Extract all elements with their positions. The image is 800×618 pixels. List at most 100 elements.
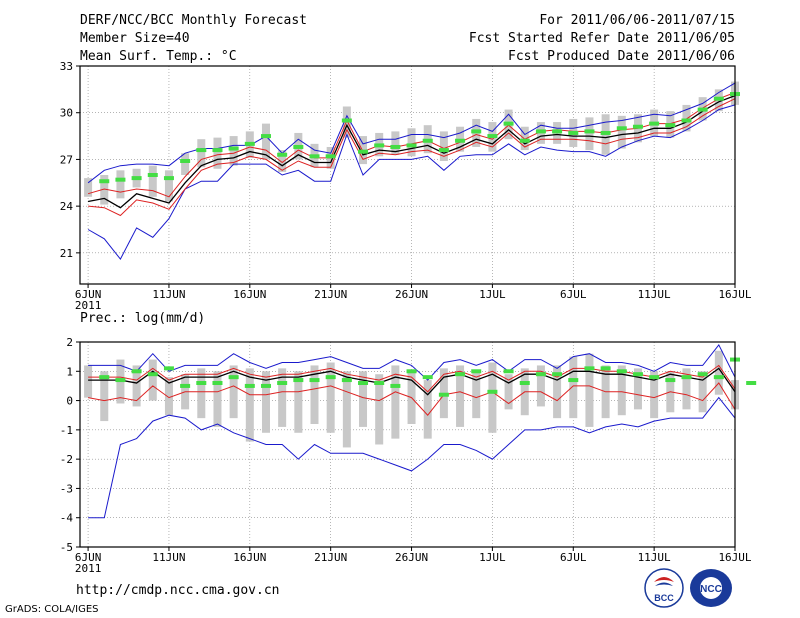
temp-green-marker <box>649 121 660 126</box>
temp-green-marker <box>196 148 207 153</box>
prec-green-marker <box>309 378 320 383</box>
temp-spread-bar <box>391 131 400 155</box>
prec-green-marker <box>406 369 417 374</box>
prec-xtick-label: 11JUN <box>152 551 185 564</box>
temp-xtick-label: 26JUN <box>395 288 428 301</box>
prec-spread-bar <box>714 350 723 395</box>
prec-spread-bar <box>682 368 691 410</box>
temp-green-marker <box>713 96 724 101</box>
ncc-logo: NCC <box>690 569 732 607</box>
prec-year-label: 2011 <box>75 562 102 575</box>
prec-green-marker <box>260 383 271 388</box>
temp-spread-bar <box>261 123 270 160</box>
temp-green-marker <box>358 149 369 154</box>
prec-xtick-label: 26JUN <box>395 551 428 564</box>
prec-green-marker <box>503 369 514 374</box>
temp-xtick-label: 11JUN <box>152 288 185 301</box>
temp-spread-bar <box>197 139 206 168</box>
prec-spread-bar <box>569 356 578 419</box>
prec-spread-bar <box>617 365 626 416</box>
temp-frame <box>79 65 736 285</box>
temp-spread-bar <box>407 128 416 157</box>
prec-green-marker <box>422 375 433 380</box>
temp-spread-bar <box>585 117 594 151</box>
prec-green-marker <box>228 375 239 380</box>
bcc-logo: BCC <box>644 568 684 608</box>
prec-spread-bar <box>326 362 335 433</box>
prec-green-marker <box>616 369 627 374</box>
temp-spread-bar <box>617 115 626 149</box>
source-url[interactable]: http://cmdp.ncc.cma.gov.cn <box>76 583 280 598</box>
prec-green-marker <box>665 378 676 383</box>
temp-xtick-label: 21JUN <box>314 288 347 301</box>
prec-spread-bar <box>456 365 465 427</box>
prec-spread-bar <box>698 371 707 413</box>
prec-chart: 6JUN 11JUN 16JUN 21JUN 26JUN 1JUL 6JUL 11JUL 16J… <box>60 311 757 575</box>
prec-green-marker <box>325 375 336 380</box>
prec-green-marker <box>713 375 724 380</box>
temp-green-marker <box>244 141 255 146</box>
temp-green-marker <box>535 129 546 134</box>
prec-ytick-label: 1 <box>66 365 73 378</box>
prec-spread-bar <box>294 371 303 433</box>
temp-green-marker <box>180 158 191 163</box>
bcc-logo-text: BCC <box>654 593 674 603</box>
temp-green-marker <box>568 130 579 135</box>
prec-green-marker <box>584 366 595 371</box>
prec-spread-bar <box>164 377 173 416</box>
temp-ytick-label: 24 <box>60 200 74 213</box>
temp-spread-bar <box>213 137 222 169</box>
prec-green-marker <box>147 372 158 377</box>
prec-xtick-label: 16JUL <box>718 551 751 564</box>
temp-spread-bar <box>116 170 125 199</box>
prec-green-marker <box>487 389 498 394</box>
prec-green-marker <box>632 372 643 377</box>
temp-xtick-label: 6JUL <box>560 288 587 301</box>
prec-ytick-label: 0 <box>66 395 73 408</box>
temp-xtick-label: 6JUN <box>75 288 102 301</box>
temp-green-marker <box>681 118 692 123</box>
temp-spread-bar <box>84 178 93 197</box>
temp-green-marker <box>260 134 271 139</box>
temp-green-marker <box>471 129 482 134</box>
prec-spread-bar <box>633 368 642 410</box>
prec-green-marker <box>438 392 449 397</box>
prec-green-marker <box>535 372 546 377</box>
prec-spread-bar <box>197 368 206 419</box>
prec-spread-bar <box>536 365 545 407</box>
prec-spread-bar <box>310 365 319 424</box>
prec-green-marker <box>600 366 611 371</box>
prec-green-marker <box>697 372 708 377</box>
prec-spread-bar <box>504 374 513 410</box>
prec-spread-bar <box>375 374 384 445</box>
temp-year-label: 2011 <box>75 299 102 312</box>
temp-green-marker <box>632 124 643 129</box>
temp-lower-blue-line <box>87 104 736 261</box>
prec-upper-red-line <box>88 364 736 393</box>
temp-green-marker <box>115 177 126 182</box>
prec-spread-bar <box>229 365 238 419</box>
grads-credit: GrADS: COLA/IGES <box>5 604 99 615</box>
temp-ensemble-mean-line <box>87 94 736 209</box>
prec-xtick-label: 6JUL <box>560 551 587 564</box>
prec-spread-bar <box>148 359 157 401</box>
prec-green-marker <box>99 375 110 380</box>
temp-green-marker <box>131 176 142 181</box>
temp-spread-bar <box>682 104 691 132</box>
prec-lower-blue-line <box>88 396 736 519</box>
temp-spread-bar <box>278 150 287 172</box>
prec-green-marker <box>341 378 352 383</box>
temp-green-marker <box>487 134 498 139</box>
prec-spread-bar <box>261 371 270 433</box>
temp-spread-bar <box>164 170 173 202</box>
temp-green-marker <box>99 179 110 184</box>
prec-green-marker <box>244 383 255 388</box>
chart-title: DERF/NCC/BCC Monthly Forecast <box>80 13 307 28</box>
temp-spread-bar <box>439 131 448 161</box>
prec-spread-bar <box>342 371 351 448</box>
temp-ytick-label: 33 <box>60 60 73 73</box>
prec-spread-bar <box>213 371 222 427</box>
prec-ytick-label: 2 <box>66 336 73 349</box>
temp-chart: 6JUN 11JUN 16JUN 21JUN 26JUN 1JUL 6JUL 11JUL 16J… <box>60 60 752 312</box>
temp-green-marker <box>147 173 158 177</box>
